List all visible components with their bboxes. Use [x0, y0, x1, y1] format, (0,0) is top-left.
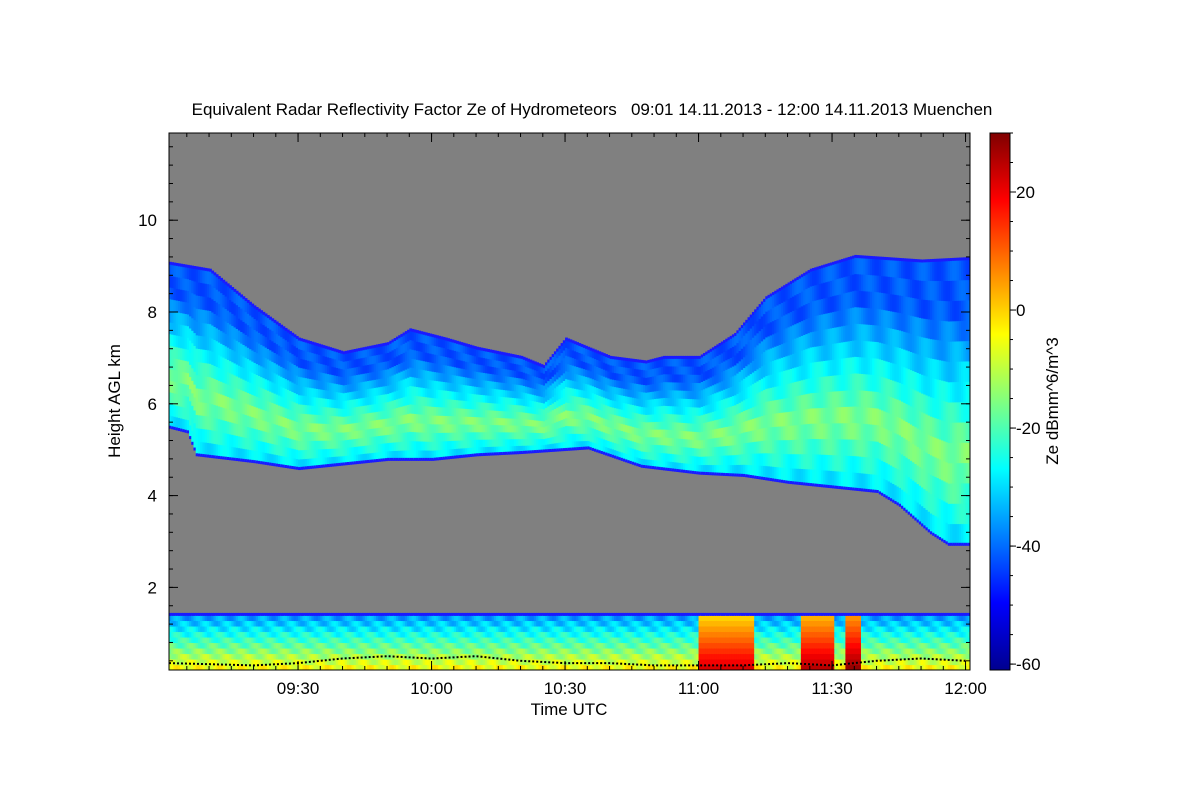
- x-tick-label: 11:00: [678, 679, 719, 698]
- x-tick-label: 10:00: [410, 679, 453, 698]
- colorbar: [989, 132, 1011, 671]
- chart-title: Equivalent Radar Reflectivity Factor Ze …: [192, 100, 993, 119]
- x-axis: 09:30 10:00 10:30 11:00 11:30 12:00: [186, 133, 987, 698]
- upper-cloud-layer: [169, 254, 970, 546]
- y-tick-label: 8: [148, 303, 157, 322]
- colorbar-tick-label: -20: [1016, 419, 1041, 438]
- x-axis-label: Time UTC: [531, 700, 608, 719]
- y-tick-label: 4: [148, 487, 157, 506]
- y-tick-label: 2: [148, 578, 157, 597]
- plot-content: [169, 254, 970, 670]
- y-axis-label: Height AGL km: [105, 344, 124, 458]
- colorbar-tick-label: -60: [1016, 655, 1041, 674]
- colorbar-tick-label: -40: [1016, 537, 1041, 556]
- plot-frame: [168, 132, 971, 671]
- colorbar-label: Ze dBmm^6/m^3: [1043, 337, 1062, 464]
- y-tick-label: 6: [148, 395, 157, 414]
- x-tick-label: 09:30: [277, 679, 320, 698]
- x-tick-label: 11:30: [811, 679, 852, 698]
- x-tick-label: 12:00: [944, 679, 987, 698]
- colorbar-tick-label: 0: [1016, 301, 1025, 320]
- y-tick-label: 10: [138, 211, 157, 230]
- boundary-layer: [169, 612, 970, 670]
- x-tick-label: 10:30: [544, 679, 587, 698]
- colorbar-ticks: 20 0 -20 -40 -60: [1010, 132, 1041, 674]
- colorbar-tick-label: 20: [1016, 183, 1035, 202]
- y-axis: 2 4 6 8 10: [138, 146, 970, 662]
